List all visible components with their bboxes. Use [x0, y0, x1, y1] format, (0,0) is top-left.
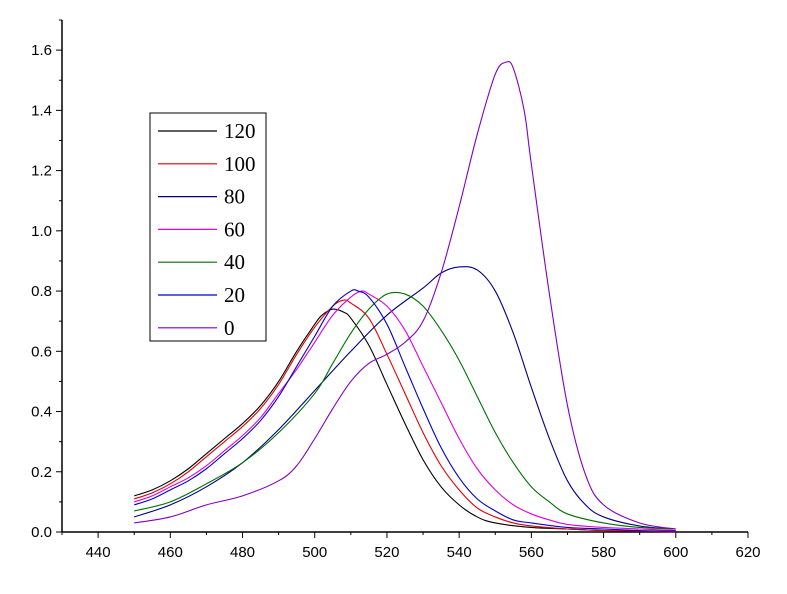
series-line-80 [134, 266, 676, 530]
x-tick-label: 620 [735, 544, 760, 561]
x-tick-label: 440 [86, 544, 111, 561]
x-tick-label: 560 [519, 544, 544, 561]
legend-label: 20 [224, 283, 245, 307]
axes: 0.0 0.2 0.4 0.6 0.8 1.0 1.2 1.4 1.6 440 460 480 500 5… [31, 19, 761, 561]
y-tick-label: 0.2 [31, 464, 52, 481]
legend-label: 120 [224, 119, 256, 143]
legend-label: 100 [224, 152, 256, 176]
y-tick-label: 0.8 [31, 283, 52, 300]
x-tick-label: 600 [663, 544, 688, 561]
legend-label: 60 [224, 217, 245, 241]
x-tick-label: 460 [158, 544, 183, 561]
series-line-120 [134, 308, 676, 533]
y-tick-label: 1.0 [31, 223, 52, 240]
y-tick-label: 1.2 [31, 163, 52, 180]
y-tick-label: 1.6 [31, 42, 52, 59]
x-tick-label: 540 [447, 544, 472, 561]
y-tick-label: 1.4 [31, 102, 52, 119]
series-line-0 [134, 60, 676, 530]
series-line-100 [134, 299, 676, 533]
y-tick-label: 0.4 [31, 404, 52, 421]
series-line-60 [134, 290, 676, 532]
series-line-20 [134, 289, 676, 532]
legend-label: 0 [224, 316, 235, 340]
y-tick-label: 0.0 [31, 524, 52, 541]
legend-label: 80 [224, 185, 245, 209]
legend-box [149, 112, 267, 342]
x-tick-label: 520 [374, 544, 399, 561]
x-tick-label: 500 [302, 544, 327, 561]
plot-lines [134, 60, 676, 533]
legend: 120 100 80 60 40 20 0 [149, 112, 267, 342]
y-tick-label: 0.6 [31, 343, 52, 360]
x-tick-label: 580 [591, 544, 616, 561]
series-line-40 [134, 291, 676, 530]
legend-label: 40 [224, 250, 245, 274]
x-tick-label: 480 [230, 544, 255, 561]
